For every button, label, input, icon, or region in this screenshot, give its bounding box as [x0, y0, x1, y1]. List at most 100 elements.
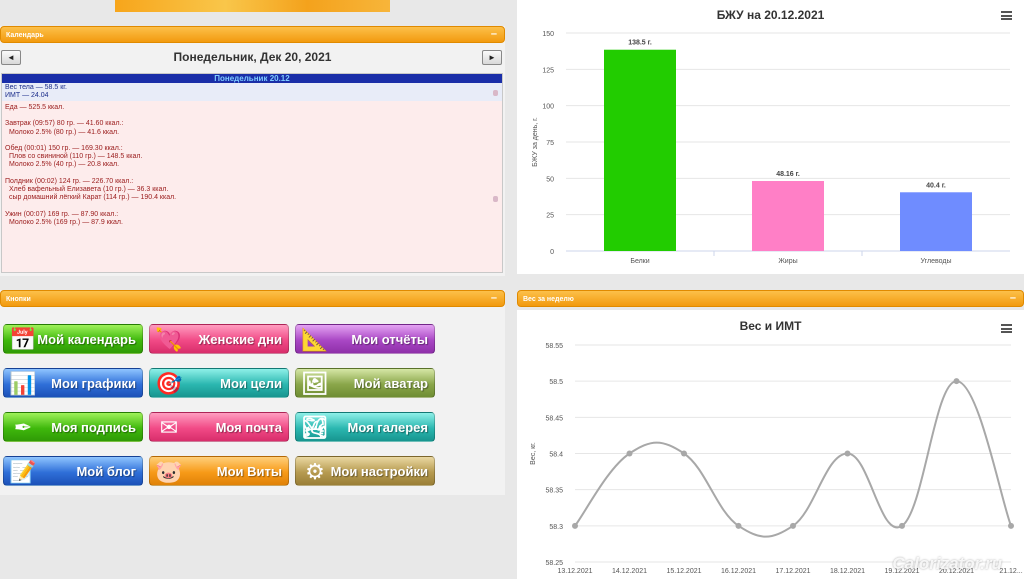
next-day-button[interactable]: ► — [482, 50, 502, 65]
calendar-panel: Календарь – ◄ Понедельник, Дек 20, 2021 … — [0, 26, 505, 276]
minimize-icon[interactable]: – — [490, 292, 497, 304]
y-tick-label: 58.25 — [545, 560, 563, 567]
meal-item: Плов со свининой (110 гр.) — 148.5 ккал. — [9, 153, 143, 161]
blog-icon: 📝 — [9, 459, 37, 484]
meal-item: Молоко 2.5% (80 гр.) — 41.6 ккал. — [9, 128, 120, 136]
watermark-logo: Calorizator.ru — [892, 554, 1002, 573]
y-tick-label: 58.5 — [549, 379, 563, 386]
prev-day-button[interactable]: ◄ — [1, 50, 21, 65]
x-tick-label: 19.12.2021 — [884, 568, 919, 575]
my-calendar-button[interactable]: 📅 Мой календарь — [3, 324, 143, 354]
data-point — [572, 522, 578, 529]
data-point — [735, 522, 742, 529]
my-mail-button[interactable]: ✉ Моя почта — [149, 412, 289, 442]
gears-icon: ⚙ — [305, 459, 325, 484]
x-tick-label: 21.12... — [999, 568, 1022, 575]
bmi-value: ИМТ — 24.04 — [5, 92, 49, 99]
meal-item: Молоко 2.5% (40 гр.) — 20.8 ккал. — [9, 161, 120, 169]
y-tick-label: 100 — [542, 104, 554, 111]
y-axis-label: БЖУ за день, г. — [532, 117, 539, 167]
meal-lunch: Обед (00:01) 150 гр. — 169.30 ккал.: — [5, 144, 123, 152]
my-settings-button[interactable]: ⚙ Мои настройки — [295, 456, 435, 486]
bar — [604, 49, 676, 251]
minimize-icon[interactable]: – — [490, 28, 497, 40]
y-tick-label: 58.55 — [545, 343, 563, 350]
meal-snack: Полдник (00:02) 124 гр. — 226.70 ккал.: — [5, 177, 134, 185]
x-tick-label: 13.12.2021 — [557, 568, 592, 575]
x-tick-label: Углеводы — [920, 258, 951, 265]
my-goals-button[interactable]: 🎯 Мои цели — [149, 368, 289, 398]
button-label: Мои настройки — [330, 464, 428, 479]
pen-icon: ✒ — [13, 415, 33, 440]
calendar-panel-title: Календарь — [6, 32, 44, 39]
calendar-icon: 📅 — [9, 327, 37, 352]
x-tick-label: 20.12.2021 — [939, 568, 974, 575]
weight-summary: Вес тела — 58.5 кг. ИМТ — 24.04 — [2, 83, 502, 101]
buttons-panel-header: Кнопки – — [0, 290, 505, 307]
edit-icon[interactable] — [493, 196, 498, 202]
portrait-icon: 🖼 — [301, 371, 329, 396]
day-entry[interactable]: Понедельник 20.12 Вес тела — 58.5 кг. ИМ… — [1, 73, 503, 273]
weight-chart-panel: Вес и ИМТ 58.25 58.3 58.35 58.4 58.45 58.5 58.… — [517, 310, 1024, 579]
mail-icon: ✉ — [159, 415, 179, 440]
button-label: Мои Виты — [216, 464, 282, 479]
my-reports-button[interactable]: 📐 Мои отчёты — [295, 324, 435, 354]
chart-menu-icon[interactable] — [1001, 324, 1012, 333]
calendar-nav: ◄ Понедельник, Дек 20, 2021 ► — [0, 50, 505, 68]
weight-panel-title: Вес за неделю — [523, 296, 574, 303]
bar — [900, 192, 972, 251]
button-label: Женские дни — [198, 332, 283, 347]
weight-panel-header: Вес за неделю – — [517, 290, 1024, 307]
my-vits-button[interactable]: 🐷 Мои Виты — [149, 456, 289, 486]
my-signature-button[interactable]: ✒ Моя подпись — [3, 412, 143, 442]
data-point — [790, 522, 796, 529]
button-label: Мой блог — [76, 464, 136, 479]
my-avatar-button[interactable]: 🖼 Мой аватар — [295, 368, 435, 398]
top-banner[interactable] — [115, 0, 390, 12]
buttons-panel-title: Кнопки — [6, 296, 31, 303]
edit-icon[interactable] — [493, 90, 498, 96]
my-gallery-button[interactable]: 🏞 Моя галерея — [295, 412, 435, 442]
button-label: Мои графики — [51, 376, 136, 391]
y-tick-label: 58.3 — [549, 524, 563, 531]
y-tick-label: 58.35 — [545, 488, 563, 495]
meal-item: Молоко 2.5% (169 гр.) — 87.9 ккал. — [9, 218, 123, 226]
x-tick-label: 17.12.2021 — [775, 568, 810, 575]
data-label: 48.16 г. — [776, 171, 800, 178]
x-tick-label: 14.12.2021 — [612, 568, 647, 575]
calendar-panel-header: Календарь – — [0, 26, 505, 43]
my-blog-button[interactable]: 📝 Мой блог — [3, 456, 143, 486]
y-tick-label: 150 — [542, 31, 554, 38]
chart-menu-icon[interactable] — [1001, 11, 1012, 20]
compass-icon: 📐 — [301, 327, 329, 352]
food-log: Еда — 525.5 ккал. Завтрак (09:57) 80 гр.… — [2, 101, 502, 230]
y-tick-label: 58.45 — [545, 415, 563, 422]
x-tick-label: 15.12.2021 — [666, 568, 701, 575]
data-label: 138.5 г. — [628, 40, 652, 47]
x-tick-label: 16.12.2021 — [721, 568, 756, 575]
weight-line — [574, 380, 1012, 538]
data-point — [681, 450, 687, 457]
womens-days-button[interactable]: 💘 Женские дни — [149, 324, 289, 354]
data-point — [844, 450, 851, 457]
button-label: Мой календарь — [37, 332, 136, 347]
y-tick-label: 58.4 — [549, 452, 563, 459]
chart-title: БЖУ на 20.12.2021 — [716, 8, 825, 22]
data-point — [953, 378, 960, 385]
y-tick-label: 125 — [542, 67, 554, 74]
my-charts-button[interactable]: 📊 Мои графики — [3, 368, 143, 398]
y-tick-label: 0 — [550, 249, 554, 256]
data-point — [899, 522, 905, 529]
y-tick-label: 75 — [546, 140, 554, 147]
x-tick-label: Белки — [630, 258, 649, 265]
y-axis-label: Вес, кг. — [530, 442, 537, 465]
weight-line-chart: 58.25 58.3 58.35 58.4 58.45 58.5 58.55 13.12.20… — [530, 343, 1023, 575]
chart-title: Вес и ИМТ — [739, 319, 802, 333]
minimize-icon[interactable]: – — [1009, 292, 1016, 304]
data-point — [626, 450, 633, 457]
meal-item: Хлеб вафельный Елизавета (10 гр.) — 36.3… — [9, 186, 169, 194]
meal-dinner: Ужин (00:07) 169 гр. — 87.90 ккал.: — [5, 210, 119, 218]
calendar-date-title: Понедельник, Дек 20, 2021 — [173, 50, 332, 64]
body-weight: Вес тела — 58.5 кг. — [5, 84, 67, 91]
y-tick-label: 25 — [546, 213, 554, 220]
